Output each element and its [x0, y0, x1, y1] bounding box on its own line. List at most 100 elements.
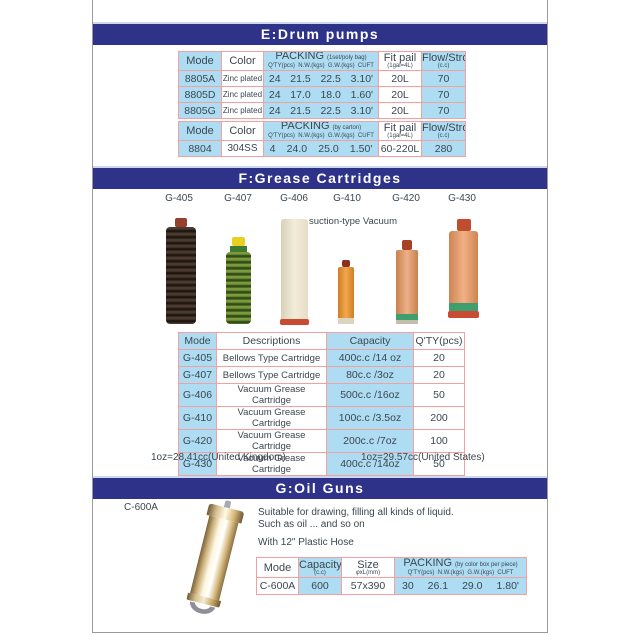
- cell-qty: 100: [413, 429, 465, 453]
- product-label-g407: G-407: [224, 193, 252, 204]
- cartridge-base: [280, 319, 309, 325]
- cell-color: Zinc plated: [221, 70, 264, 87]
- header-packing: PACKING (by carton) Q'TY(pcs) N.W.(kgs) …: [263, 121, 379, 141]
- header-flow: Flow/Strol(c.c): [421, 51, 466, 71]
- table-row: G-430 Vacuum Grease Cartridge 400c.c /14…: [178, 452, 465, 476]
- footnote-uk: 1oz=28.41cc(United Kingdom): [151, 452, 286, 463]
- cartridge-body: [449, 231, 478, 303]
- product-label-c600a: C-600A: [124, 502, 158, 513]
- header-qty: Q'TY(pcs): [413, 332, 465, 350]
- section-title-drum-pumps: E:Drum pumps: [260, 26, 380, 42]
- cartridge-body: [396, 250, 418, 314]
- cell-description: Bellows Type Cartridge: [216, 349, 327, 367]
- table-header-row: Mode Color PACKING (1set/poly bag) Q'TY(…: [178, 51, 466, 71]
- oil-gun-handle: [190, 601, 216, 614]
- table-row: G-407 Bellows Type Cartridge 80c.c /3oz …: [178, 366, 465, 384]
- cell-description: Vacuum Grease Cartridge: [216, 429, 327, 453]
- header-mode: Mode: [256, 557, 299, 578]
- cell-capacity: 600: [298, 577, 342, 595]
- cell-mode: G-405: [178, 349, 217, 367]
- footnote-us: 1oz=29.57cc(United States): [361, 452, 485, 463]
- table-row: G-406 Vacuum Grease Cartridge 500c.c /16…: [178, 383, 465, 407]
- cell-fit-pail: 20L: [378, 70, 422, 87]
- table-row: G-405 Bellows Type Cartridge 400c.c /14 …: [178, 349, 465, 367]
- header-packing: PACKING (by color box per piece) Q'TY(pc…: [394, 557, 527, 578]
- cartridge-image-g407: [226, 237, 251, 324]
- cell-mode: C-600A: [256, 577, 299, 595]
- oil-guns-table: Mode Capacity (c.c) Size φxL(mm) PACKING (…: [256, 557, 527, 595]
- header-color: Color: [221, 121, 264, 141]
- cell-capacity: 80c.c /3oz: [326, 366, 414, 384]
- cell-mode: 8804: [178, 140, 222, 157]
- cell-color: Zinc plated: [221, 86, 264, 103]
- cell-mode: G-407: [178, 366, 217, 384]
- header-flow: Flow/Strol(c.c): [421, 121, 466, 141]
- cell-flow: 70: [421, 86, 466, 103]
- section-banner-drum-pumps: E:Drum pumps: [93, 22, 547, 45]
- cell-mode: G-406: [178, 383, 217, 407]
- cell-color: 304SS: [221, 140, 264, 157]
- section-title-oil-guns: G:Oil Guns: [275, 480, 365, 496]
- section-banner-grease-cartridges: F:Grease Cartridges: [93, 166, 547, 189]
- header-capacity: Capacity: [326, 332, 414, 350]
- cell-fit-pail: 60-220L: [378, 140, 422, 157]
- cell-mode: G-410: [178, 406, 217, 430]
- table-header-row: Mode Color PACKING (by carton) Q'TY(pcs)…: [178, 121, 466, 141]
- oil-gun-hose-note: With 12" Plastic Hose: [258, 537, 354, 548]
- cell-fit-pail: 20L: [378, 86, 422, 103]
- cell-description: Bellows Type Cartridge: [216, 366, 327, 384]
- page-frame: E:Drum pumps Mode Color PACKING (1set/po…: [92, 0, 548, 633]
- cell-flow: 70: [421, 70, 466, 87]
- cartridge-body: [281, 219, 308, 319]
- cartridge-image-g420: [396, 240, 418, 324]
- header-size: Size φxL(mm): [341, 557, 395, 578]
- cartridge-neck: [230, 246, 247, 252]
- header-fit-pail: Fit pail (1gal=4L): [378, 51, 422, 71]
- product-label-g406: G-406: [280, 193, 308, 204]
- product-label-g420: G-420: [392, 193, 420, 204]
- cell-description: Vacuum Grease Cartridge: [216, 383, 327, 407]
- drum-pumps-polybag-table: Mode Color PACKING (1set/poly bag) Q'TY(…: [178, 51, 466, 119]
- cell-capacity: 200c.c /7oz: [326, 429, 414, 453]
- table-row: 8805G Zinc plated 24 21.5 22.5 3.10' 20L 70: [178, 102, 466, 119]
- cell-qty: 20: [413, 366, 465, 384]
- table-row: 8804 304SS 4 24.0 25.0 1.50' 60-220L 280: [178, 140, 466, 157]
- section-title-grease-cartridges: F:Grease Cartridges: [238, 170, 402, 186]
- product-label-g430: G-430: [448, 193, 476, 204]
- product-label-g405: G-405: [165, 193, 193, 204]
- cartridge-cap: [232, 237, 245, 246]
- cell-mode: 8805D: [178, 86, 222, 103]
- cell-mode: 8805A: [178, 70, 222, 87]
- cartridge-base: [338, 318, 354, 324]
- cartridge-cap: [457, 219, 471, 231]
- table-row: 8805D Zinc plated 24 17.0 18.0 1.60' 20L 70: [178, 86, 466, 103]
- cell-mode: 8805G: [178, 102, 222, 119]
- table-row: 8805A Zinc plated 24 21.5 22.5 3.10' 20L 70: [178, 70, 466, 87]
- cartridge-body: [166, 227, 196, 324]
- table-row: G-410 Vacuum Grease Cartridge 100c.c /3.…: [178, 406, 465, 430]
- cell-packing: 24 21.5 22.5 3.10': [263, 102, 379, 119]
- grease-cartridges-table: Mode Descriptions Capacity Q'TY(pcs) G-4…: [178, 332, 465, 476]
- cell-description: Vacuum Grease Cartridge: [216, 406, 327, 430]
- cell-mode: G-420: [178, 429, 217, 453]
- cartridge-body: [226, 252, 251, 324]
- cartridge-image-g410: [338, 260, 354, 324]
- header-color: Color: [221, 51, 264, 71]
- cell-qty: 50: [413, 383, 465, 407]
- cartridge-green-ring: [449, 303, 478, 311]
- cell-size: 57x390: [341, 577, 395, 595]
- cell-capacity: 400c.c /14 oz: [326, 349, 414, 367]
- cartridge-cap: [402, 240, 412, 250]
- table-header-row: Mode Descriptions Capacity Q'TY(pcs): [178, 332, 465, 350]
- cell-packing: 24 17.0 18.0 1.60': [263, 86, 379, 103]
- header-packing: PACKING (1set/poly bag) Q'TY(pcs) N.W.(k…: [263, 51, 379, 71]
- cartridge-image-g430: [448, 219, 479, 324]
- cell-color: Zinc plated: [221, 102, 264, 119]
- cell-flow: 280: [421, 140, 466, 157]
- cartridge-image-g406: [280, 219, 309, 325]
- cell-mode: G-430: [178, 452, 217, 476]
- cartridge-cap: [175, 218, 187, 227]
- cell-qty: 20: [413, 349, 465, 367]
- oil-gun-description-line2: Such as oil ... and so on: [258, 519, 365, 530]
